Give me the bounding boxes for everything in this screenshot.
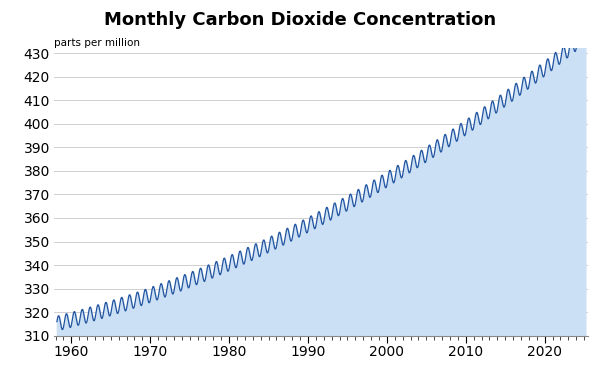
Text: Monthly Carbon Dioxide Concentration: Monthly Carbon Dioxide Concentration: [104, 11, 496, 29]
Text: parts per million: parts per million: [54, 38, 140, 48]
